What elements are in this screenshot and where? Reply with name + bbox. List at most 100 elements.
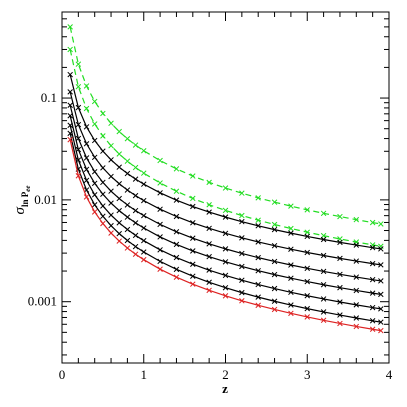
data-point	[100, 191, 106, 197]
data-point	[75, 61, 82, 67]
data-point	[190, 220, 196, 226]
data-point	[116, 238, 122, 244]
data-point	[132, 251, 139, 257]
data-point	[100, 148, 106, 154]
data-point	[378, 278, 384, 284]
data-point	[255, 294, 261, 300]
data-point	[337, 213, 343, 220]
data-point	[304, 305, 311, 312]
data-point	[222, 284, 229, 291]
data-point	[337, 320, 343, 327]
data-point	[304, 265, 311, 272]
data-point	[304, 207, 311, 213]
data-point	[206, 279, 212, 286]
data-point	[222, 259, 229, 265]
data-point	[304, 314, 311, 320]
data-point	[116, 230, 122, 237]
data-point	[116, 207, 122, 214]
data-point	[239, 277, 245, 283]
x-tick-label: 1	[141, 367, 148, 382]
data-point	[353, 274, 360, 280]
data-point	[140, 249, 147, 255]
y-axis-label-subsub: ee	[24, 186, 32, 192]
data-point	[255, 267, 261, 274]
data-point	[100, 110, 106, 117]
series-2	[67, 46, 384, 250]
series-line	[69, 74, 381, 250]
data-point	[173, 213, 180, 220]
data-point	[222, 293, 229, 299]
data-point	[173, 266, 180, 273]
data-point	[337, 284, 343, 291]
data-point	[369, 276, 376, 283]
y-axis-label: σln Pee	[12, 186, 32, 215]
data-point	[320, 281, 327, 288]
data-point	[140, 225, 147, 231]
data-point	[353, 258, 360, 264]
x-tick-label: 2	[222, 367, 229, 382]
data-point	[239, 235, 245, 241]
data-point	[255, 281, 261, 288]
series-line	[69, 115, 381, 295]
data-point	[140, 181, 147, 187]
data-point	[67, 130, 73, 137]
data-point	[190, 173, 196, 179]
x-ticks: 0 1 2 3 4	[59, 12, 393, 382]
series-9	[67, 136, 384, 334]
data-point	[140, 147, 147, 154]
data-point	[124, 226, 131, 233]
series-6	[67, 113, 384, 298]
data-point	[206, 225, 212, 232]
data-point	[100, 165, 106, 171]
data-point	[108, 212, 114, 218]
data-point	[337, 299, 343, 305]
data-point	[140, 256, 147, 263]
y-axis-label-main: σ	[12, 206, 28, 214]
data-point	[304, 278, 311, 285]
data-point	[271, 258, 278, 265]
series-8	[67, 130, 384, 325]
data-point	[108, 188, 114, 194]
data-point	[67, 46, 73, 53]
data-point	[304, 292, 311, 299]
data-point	[206, 287, 212, 294]
data-point	[271, 242, 278, 249]
data-point	[304, 249, 311, 256]
data-point	[91, 202, 98, 208]
data-point	[132, 142, 139, 148]
data-point	[124, 170, 131, 177]
data-point	[222, 214, 229, 220]
data-point	[75, 104, 82, 111]
data-point	[67, 122, 73, 129]
data-point	[190, 195, 196, 202]
data-point	[353, 242, 360, 248]
series-4	[67, 89, 384, 268]
data-point	[83, 124, 90, 130]
data-point	[67, 89, 73, 95]
data-point	[100, 179, 106, 186]
data-point	[239, 289, 245, 296]
data-point	[157, 266, 163, 272]
x-tick-label: 4	[386, 367, 393, 382]
data-point	[369, 244, 376, 251]
data-point	[239, 190, 245, 196]
data-point	[271, 271, 278, 278]
data-point	[124, 135, 131, 142]
data-point	[132, 220, 139, 226]
data-point	[378, 246, 384, 252]
series-5	[67, 102, 384, 284]
data-point	[124, 237, 131, 244]
data-point	[271, 285, 278, 292]
data-point	[288, 203, 294, 209]
data-point	[67, 136, 73, 143]
data-point	[67, 113, 73, 119]
data-point	[369, 304, 376, 311]
data-point	[91, 180, 98, 187]
data-point	[173, 229, 180, 235]
series-3	[67, 71, 384, 252]
data-point	[116, 195, 122, 202]
data-point	[83, 155, 90, 161]
data-point	[67, 102, 73, 108]
data-point	[337, 255, 343, 262]
data-point	[116, 128, 122, 135]
